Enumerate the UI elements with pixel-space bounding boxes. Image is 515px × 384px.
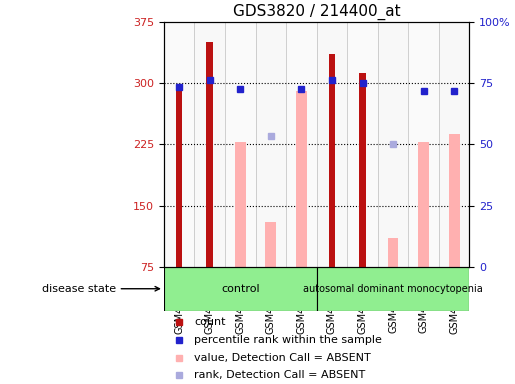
- Bar: [164, 22, 194, 267]
- Text: count: count: [194, 317, 226, 327]
- FancyBboxPatch shape: [164, 267, 317, 311]
- Bar: [439, 22, 470, 267]
- Bar: [347, 22, 378, 267]
- Bar: [329, 55, 335, 267]
- Bar: [235, 142, 246, 267]
- Bar: [408, 22, 439, 267]
- Text: control: control: [221, 284, 260, 294]
- Bar: [225, 22, 255, 267]
- Bar: [359, 73, 366, 267]
- Bar: [378, 22, 408, 267]
- Bar: [317, 22, 347, 267]
- Title: GDS3820 / 214400_at: GDS3820 / 214400_at: [233, 4, 401, 20]
- Bar: [176, 84, 182, 267]
- Bar: [296, 91, 307, 267]
- Text: rank, Detection Call = ABSENT: rank, Detection Call = ABSENT: [194, 370, 366, 380]
- Bar: [265, 222, 276, 267]
- FancyBboxPatch shape: [317, 267, 470, 311]
- Bar: [388, 238, 399, 267]
- Text: autosomal dominant monocytopenia: autosomal dominant monocytopenia: [303, 284, 483, 294]
- Bar: [418, 142, 429, 267]
- Bar: [207, 42, 213, 267]
- Text: value, Detection Call = ABSENT: value, Detection Call = ABSENT: [194, 353, 371, 362]
- Text: disease state: disease state: [42, 284, 160, 294]
- Text: percentile rank within the sample: percentile rank within the sample: [194, 335, 382, 345]
- Bar: [286, 22, 317, 267]
- Bar: [255, 22, 286, 267]
- Bar: [194, 22, 225, 267]
- Bar: [449, 134, 459, 267]
